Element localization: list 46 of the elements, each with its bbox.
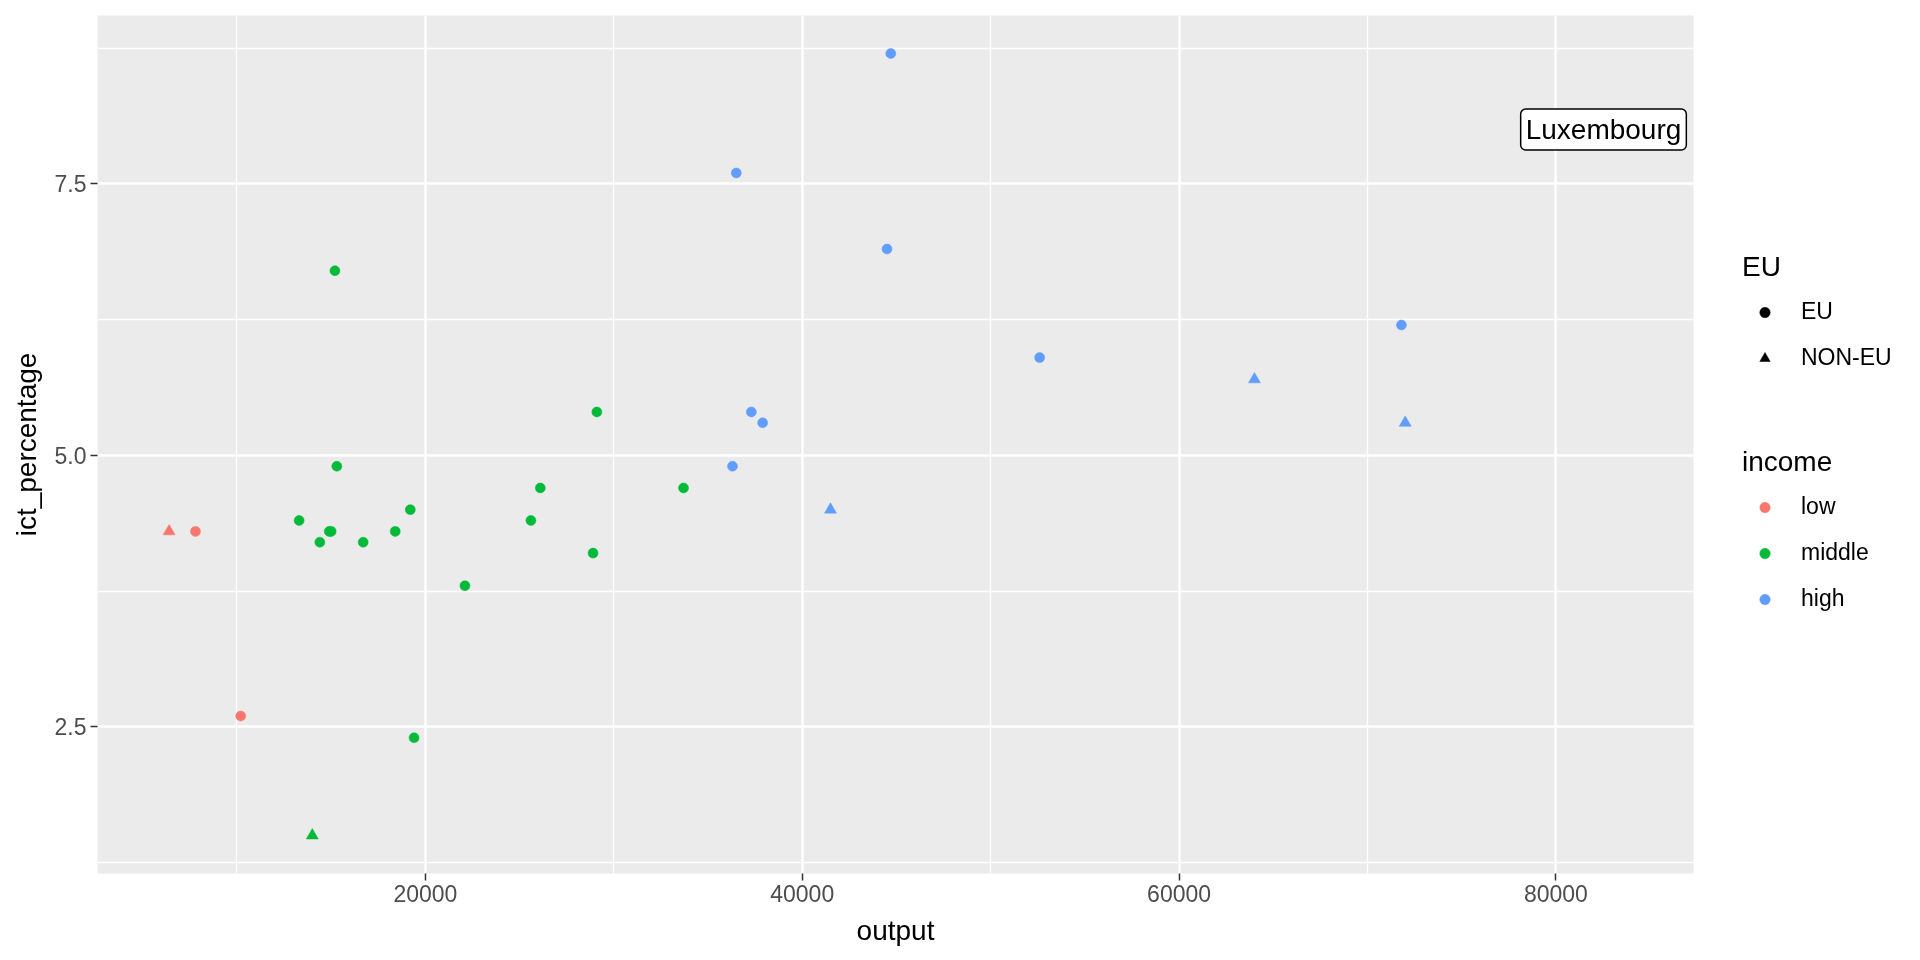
point bbox=[314, 537, 326, 548]
point bbox=[235, 710, 246, 722]
point bbox=[408, 732, 420, 743]
text: income bbox=[1742, 446, 1833, 477]
point bbox=[459, 580, 471, 591]
point bbox=[1034, 352, 1045, 363]
point bbox=[357, 537, 369, 548]
point bbox=[535, 482, 546, 494]
point bbox=[331, 460, 343, 472]
point bbox=[824, 502, 837, 514]
point bbox=[190, 526, 201, 537]
annotation: Luxembourg bbox=[1525, 114, 1682, 145]
x-axis-title: output bbox=[856, 914, 935, 946]
point bbox=[757, 417, 768, 429]
point bbox=[306, 828, 319, 840]
point bbox=[1396, 319, 1407, 331]
point bbox=[389, 526, 401, 537]
legend-label: low bbox=[1801, 493, 1836, 520]
legend-label: high bbox=[1801, 585, 1845, 612]
point bbox=[727, 460, 738, 472]
point bbox=[885, 48, 897, 59]
point bbox=[1248, 372, 1261, 384]
legend-label: EU bbox=[1801, 298, 1833, 325]
point bbox=[329, 265, 341, 276]
legend-label: middle bbox=[1801, 539, 1869, 566]
x-tick-label: 20000 bbox=[393, 880, 458, 907]
point bbox=[162, 524, 176, 536]
text: EU bbox=[1742, 251, 1781, 282]
y-tick-label: 7.5 bbox=[54, 171, 87, 198]
point bbox=[678, 482, 689, 494]
point bbox=[293, 515, 305, 526]
y-axis-title: ict_percentage bbox=[10, 352, 42, 537]
y-tick-label: 5.0 bbox=[54, 442, 87, 469]
point bbox=[405, 504, 416, 515]
y-tick-label: 2.5 bbox=[54, 714, 87, 741]
x-tick-label: 60000 bbox=[1147, 880, 1212, 907]
x-tick-label: 80000 bbox=[1523, 880, 1588, 907]
point bbox=[591, 406, 603, 418]
point bbox=[881, 243, 893, 255]
point bbox=[731, 167, 742, 179]
legend-label: NON-EU bbox=[1801, 344, 1892, 371]
point bbox=[1398, 415, 1412, 427]
point bbox=[525, 515, 537, 526]
point bbox=[587, 547, 599, 559]
point bbox=[746, 406, 757, 418]
x-tick-label: 40000 bbox=[770, 880, 835, 907]
